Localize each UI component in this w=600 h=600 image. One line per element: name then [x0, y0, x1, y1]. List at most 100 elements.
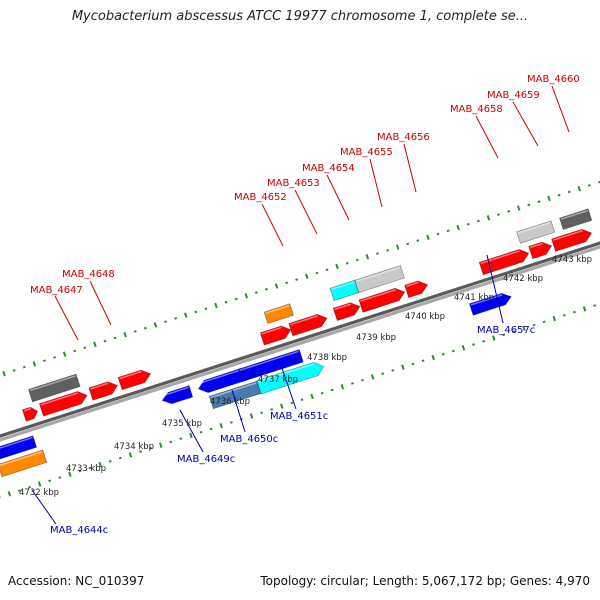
gene-arrow [88, 381, 119, 401]
forward-outer-tick-row-tick [577, 185, 581, 192]
forward-outer-tick-row-tick [527, 203, 531, 207]
reverse-outer-tick-row-tick [572, 310, 576, 314]
gene-highlight [290, 315, 319, 326]
forward-outer-tick-row-tick [345, 261, 349, 265]
gene-label-reverse: MAB_4657c [477, 325, 535, 336]
gene-highlight [119, 370, 142, 380]
gene-box [354, 265, 405, 294]
forward-outer-tick-row-tick [567, 190, 571, 194]
forward-outer-tick-row-tick [103, 339, 107, 343]
reverse-outer-tick-row-tick [199, 430, 203, 434]
gene-highlight [334, 303, 352, 311]
forward-outer-tick-row-tick [204, 307, 208, 311]
forward-outer-tick-row-tick [93, 341, 97, 348]
gene-label-reverse: MAB_4644c [50, 525, 108, 536]
scale-label: 4732 kbp [19, 488, 59, 498]
reverse-outer-tick-row-tick [491, 335, 496, 341]
forward-outer-tick-row-tick [436, 232, 440, 236]
reverse-outer-tick-row-tick [431, 354, 435, 361]
reverse-outer-tick-row-tick [209, 427, 213, 431]
leader-line [475, 115, 499, 159]
forward-outer-tick-row-tick [446, 229, 450, 233]
leader-line [403, 143, 417, 193]
gene-label-forward: MAB_4652 [234, 192, 287, 203]
scale-label: 4739 kbp [356, 333, 396, 343]
forward-outer-tick-row-tick [486, 215, 491, 221]
reverse-outer-tick-row-tick [28, 486, 31, 489]
gene-arrow [256, 361, 325, 395]
gene-highlight [480, 250, 520, 265]
forward-outer-tick-row-tick [365, 254, 370, 260]
gene-box [237, 349, 304, 383]
scale-label: 4741 kbp [454, 293, 494, 303]
reverse-outer-tick-row-tick [482, 339, 486, 343]
reverse-outer-tick-row-tick [58, 476, 62, 479]
gene-highlight [90, 382, 109, 390]
forward-outer-tick-row-tick [305, 273, 309, 279]
forward-outer-tick-row-tick [113, 336, 117, 340]
gene-arrow [38, 391, 88, 417]
accession-label: Accession: NC_010397 [8, 574, 145, 588]
forward-outer-tick-row-tick [517, 205, 521, 211]
gene-label-forward: MAB_4648 [62, 269, 115, 280]
reverse-outer-tick-row-tick [562, 313, 566, 317]
forward-outer-tick-row-tick [274, 283, 279, 289]
gene-highlight [0, 436, 33, 449]
gene-arrow-reverse [197, 367, 247, 394]
forward-outer-tick-row-tick [507, 210, 511, 213]
gene-label-forward: MAB_4656 [377, 132, 430, 143]
reverse-outer-tick-row-tick [290, 401, 294, 405]
reverse-outer-tick-row-tick [280, 403, 284, 409]
forward-outer-tick-row-tick [53, 356, 56, 359]
forward-outer-tick-row-tick [164, 320, 167, 324]
reverse-outer-tick-row-tick [139, 450, 142, 453]
reverse-outer-tick-row-tick [441, 352, 445, 356]
gene-highlight [360, 289, 396, 302]
gene-box [559, 208, 593, 231]
gene-arrow [117, 369, 152, 391]
leader-line [89, 280, 112, 326]
forward-outer-tick-row-tick [2, 370, 6, 377]
reverse-outer-tick-row-tick [512, 330, 516, 333]
gene-highlight [552, 229, 583, 241]
gene-highlight [265, 304, 290, 314]
forward-outer-tick-row-tick [32, 361, 37, 367]
forward-outer-tick-row-tick [62, 351, 67, 357]
gene-arrow [404, 280, 429, 299]
leader-line [294, 189, 318, 235]
scale-label: 4738 kbp [307, 353, 347, 363]
scale-label: 4733 kbp [66, 464, 106, 474]
reverse-outer-tick-row-tick [249, 413, 254, 419]
gene-label-forward: MAB_4653 [267, 178, 320, 189]
gene-highlight [197, 368, 242, 385]
reverse-outer-tick-row-tick [78, 469, 82, 473]
gene-label-forward: MAB_4659 [487, 90, 540, 101]
gene-highlight [0, 451, 43, 467]
gene-box [263, 303, 295, 324]
forward-outer-tick-row-tick [153, 322, 158, 328]
gene-highlight [257, 362, 315, 383]
scale-label: 4736 kbp [210, 397, 250, 407]
scale-label: 4743 kbp [552, 255, 592, 265]
forward-outer-tick-row-tick [416, 239, 420, 242]
forward-outer-tick-row-tick [456, 224, 460, 231]
scale-label: 4737 kbp [258, 375, 298, 385]
leader-line [231, 389, 246, 433]
leader-line [369, 158, 383, 208]
gene-box [27, 373, 81, 403]
scale-label: 4734 kbp [114, 442, 154, 452]
reverse-outer-tick-row-tick [270, 408, 274, 411]
leader-line [326, 174, 350, 221]
gene-arrow [551, 228, 593, 252]
forward-outer-tick-row-tick [325, 268, 329, 272]
forward-outer-tick-row-tick [537, 200, 541, 203]
gene-label-forward: MAB_4658 [450, 104, 503, 115]
gene-arrow [332, 302, 361, 322]
reverse-outer-tick-row-tick [149, 447, 153, 450]
forward-outer-tick-row-tick [406, 242, 410, 246]
reverse-outer-tick-row-tick [522, 325, 526, 331]
reverse-outer-tick-row-tick [593, 304, 597, 307]
chromosome-backbone [0, 241, 600, 442]
reverse-outer-tick-row-tick [98, 461, 102, 468]
reverse-outer-tick-row-tick [229, 421, 233, 424]
